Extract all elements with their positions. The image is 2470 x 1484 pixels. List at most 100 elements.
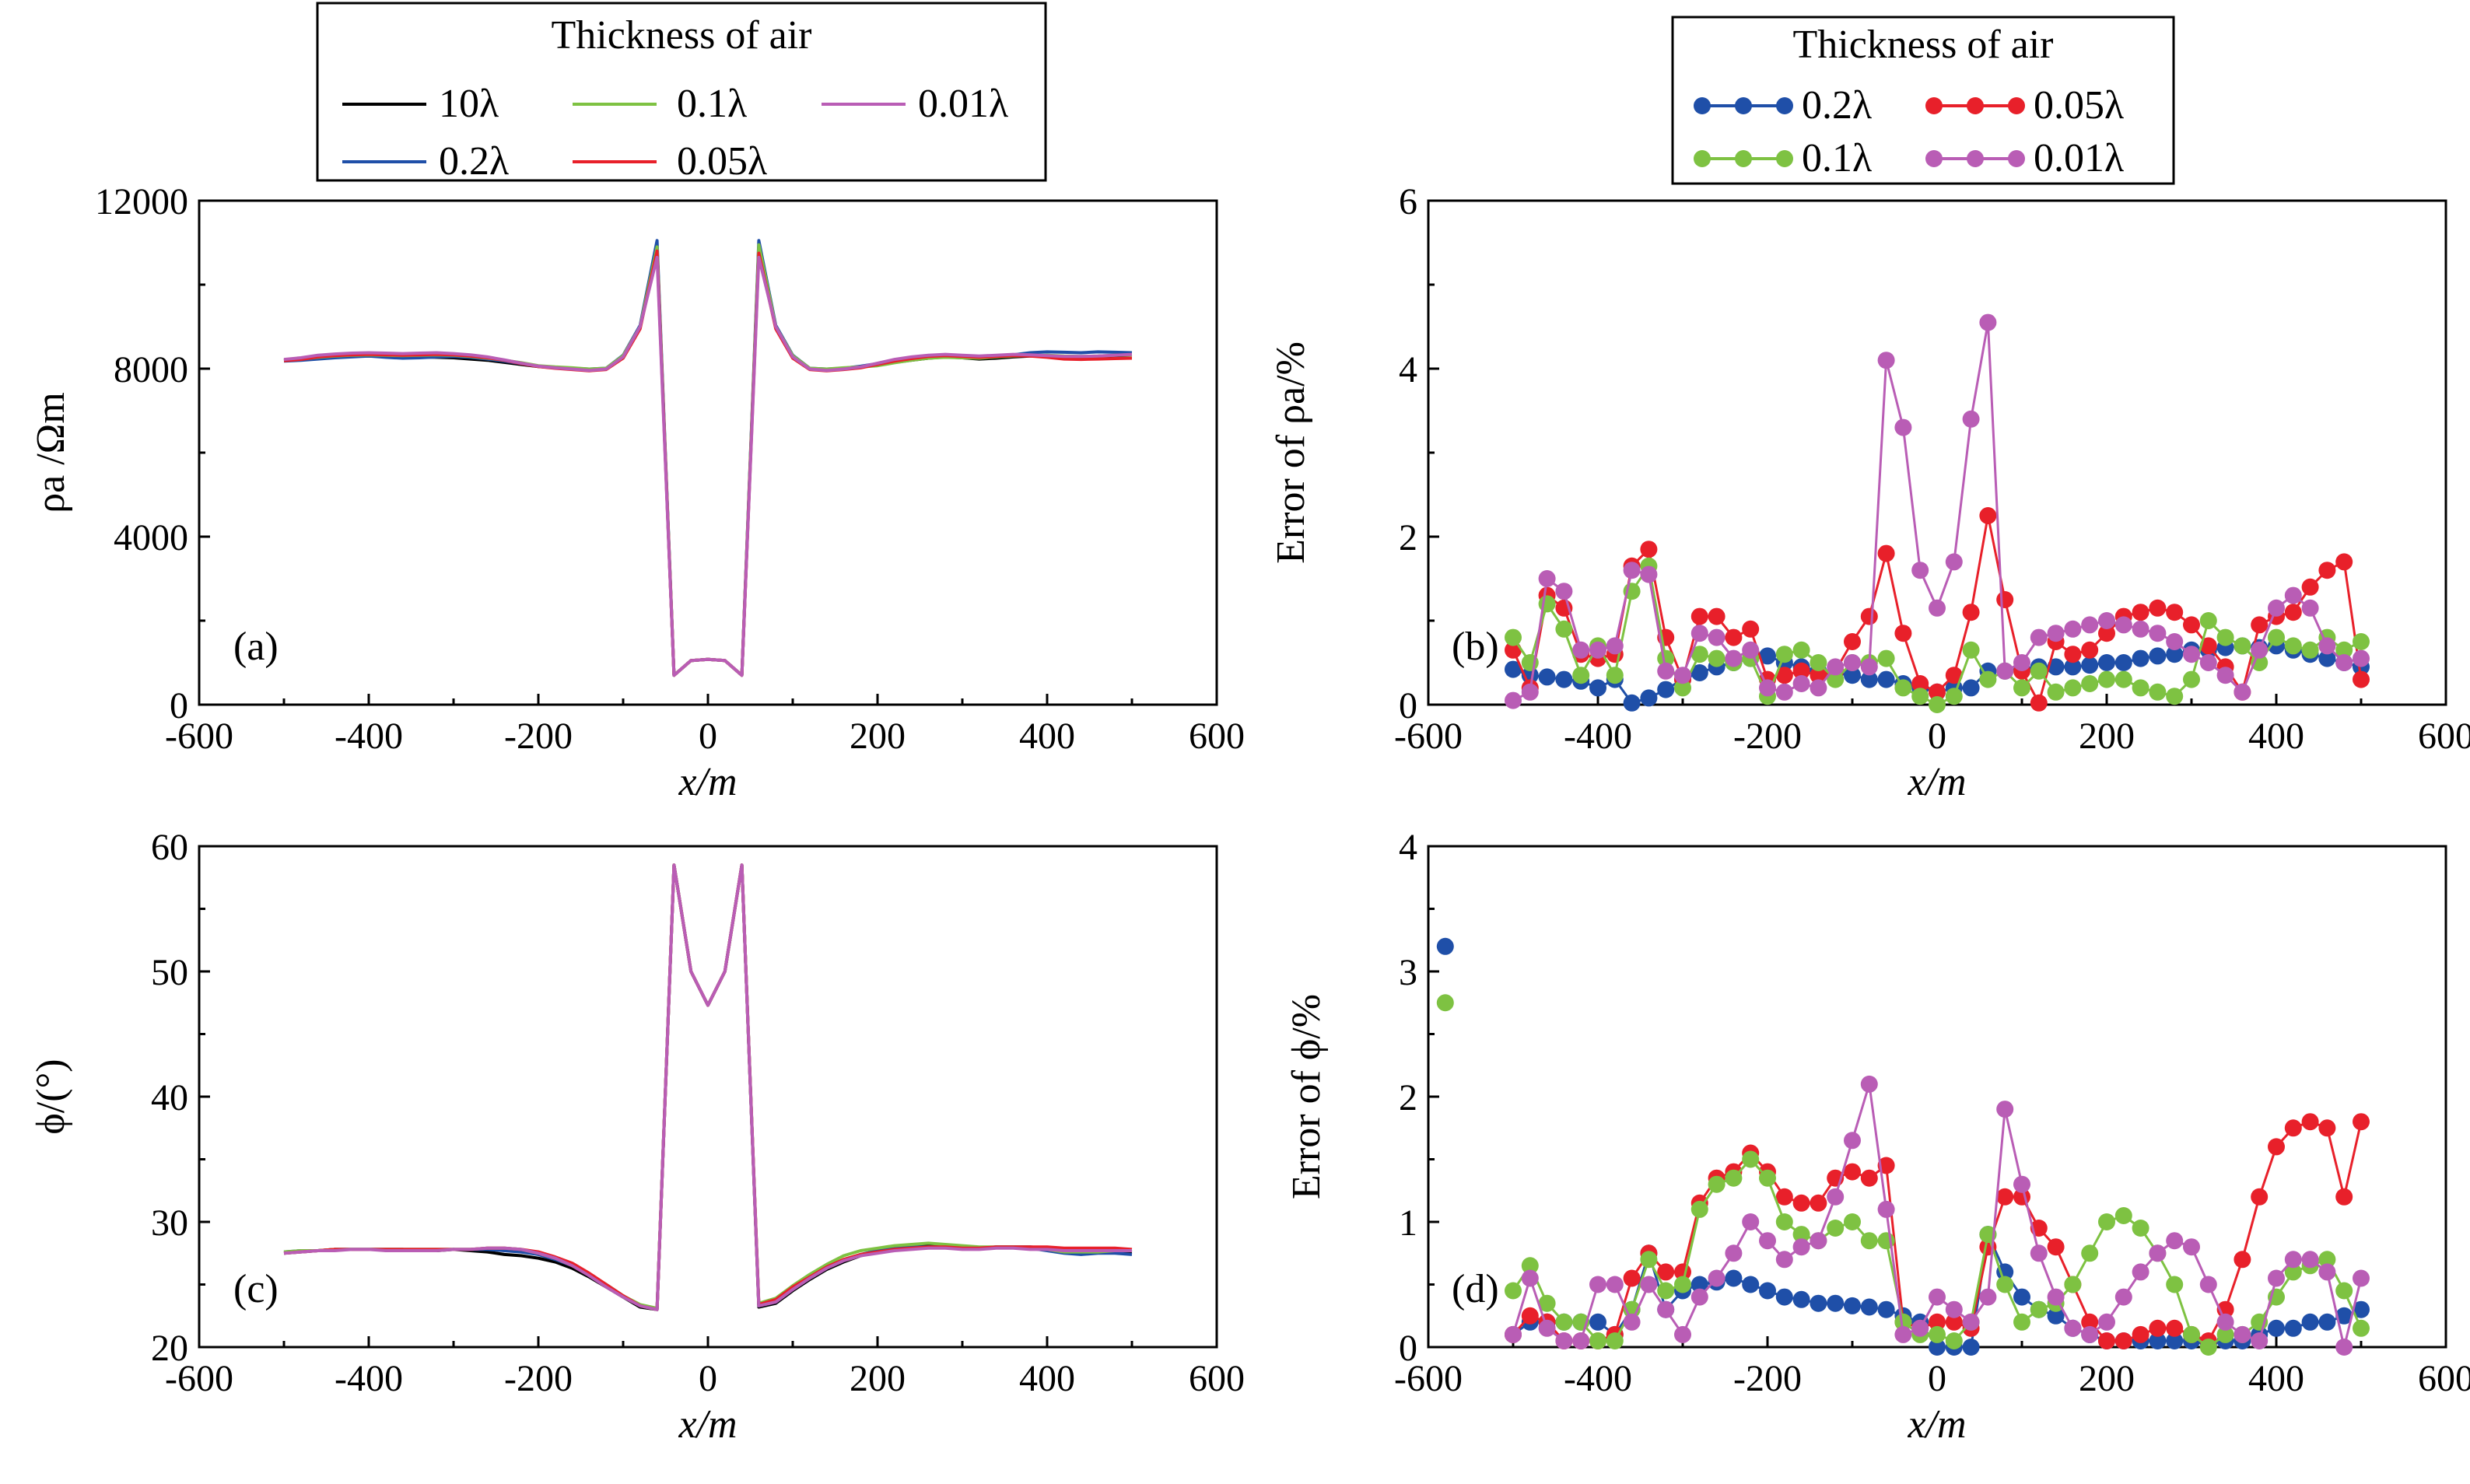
- data-point: [1640, 565, 1658, 583]
- data-point: [1775, 1213, 1793, 1230]
- series: [283, 255, 1133, 677]
- data-point: [2335, 654, 2353, 671]
- y-tick-label: 6: [1399, 181, 1417, 222]
- data-point: [2132, 679, 2149, 697]
- x-tick-label: 400: [2248, 716, 2304, 757]
- data-point: [2098, 625, 2115, 642]
- data-point: [1929, 1288, 1946, 1306]
- data-point: [2268, 628, 2285, 646]
- y-tick-label: 60: [151, 827, 188, 868]
- data-point: [2098, 670, 2115, 688]
- legend-right-entry-005: 0.05λ: [1925, 83, 2124, 128]
- data-point: [2268, 1269, 2285, 1287]
- data-point: [1996, 662, 2014, 680]
- series: [1505, 1075, 2370, 1356]
- data-point: [2098, 1332, 2115, 1349]
- data-point: [2030, 628, 2048, 646]
- data-point: [1708, 1269, 1725, 1287]
- y-tick-label: 0: [1399, 1328, 1417, 1369]
- data-point: [1894, 1325, 1912, 1343]
- x-tick-label: 400: [2248, 1358, 2304, 1399]
- data-point: [1657, 1282, 1675, 1300]
- x-tick-label: 200: [2079, 1358, 2135, 1399]
- data-point: [1860, 1298, 1878, 1316]
- data-point: [2216, 1313, 2234, 1331]
- series: [283, 863, 1133, 1311]
- data-point: [2013, 1313, 2030, 1331]
- legend-label: 0.2λ: [1802, 83, 1872, 128]
- legend-label: 0.01λ: [918, 82, 1008, 126]
- data-point: [2149, 1332, 2167, 1349]
- series: [283, 863, 1132, 1311]
- data-point: [1945, 1332, 1963, 1349]
- data-point: [2047, 658, 2065, 676]
- data-point: [1708, 1175, 1725, 1193]
- y-axis-label: ρa /Ωm: [29, 392, 73, 513]
- chart-panel-1: -600 -400 -200 0 200 400 600 0 2 4 6 x/m Error of ρa…: [1269, 181, 2470, 804]
- data-point: [2353, 670, 2370, 688]
- legend-left-title: Thickness of air: [551, 13, 811, 58]
- x-tick-label: 600: [2418, 716, 2470, 757]
- data-point: [2216, 1325, 2234, 1343]
- legend-label: 10λ: [439, 82, 499, 126]
- legend-marker: [1735, 97, 1752, 114]
- x-tick-label: 200: [850, 1358, 906, 1399]
- data-point: [1505, 1282, 1522, 1300]
- data-point: [2166, 646, 2184, 663]
- data-point: [1827, 1188, 1845, 1206]
- data-point: [1572, 1332, 1590, 1349]
- data-point: [2047, 1238, 2065, 1256]
- data-point: [2013, 1175, 2030, 1193]
- x-tick-label: -400: [1564, 1358, 1632, 1399]
- series-line: [1512, 1083, 2363, 1349]
- data-point: [1775, 646, 1793, 663]
- data-point: [2183, 1238, 2200, 1256]
- data-point: [1792, 662, 1810, 680]
- data-point: [1521, 1257, 1539, 1275]
- legend-marker: [1694, 97, 1711, 114]
- data-point: [1945, 1300, 1963, 1318]
- data-point: [1521, 1269, 1539, 1287]
- data-point: [1810, 1232, 1827, 1250]
- data-point: [1860, 670, 1878, 688]
- data-point: [2284, 1263, 2302, 1281]
- data-point: [1810, 1294, 1827, 1312]
- data-point: [1979, 507, 1997, 524]
- series: [1505, 313, 2370, 709]
- data-point: [1657, 1263, 1675, 1281]
- data-point: [2251, 1332, 2269, 1349]
- data-point: [1877, 670, 1895, 688]
- data-point: [1742, 641, 1760, 659]
- data-point: [2166, 604, 2184, 621]
- data-point: [1929, 1313, 1946, 1331]
- data-point: [1945, 688, 1963, 705]
- data-point: [2149, 625, 2167, 642]
- data-point: [2284, 1119, 2302, 1137]
- data-point: [1962, 410, 1980, 428]
- legend-marker: [2008, 150, 2025, 167]
- data-point: [2234, 683, 2251, 701]
- data-point: [1827, 658, 1845, 676]
- data-point: [1657, 662, 1675, 680]
- data-point: [2081, 1325, 2099, 1343]
- series: [283, 863, 1133, 1311]
- y-tick-label: 2: [1399, 517, 1417, 558]
- panel-label: (c): [233, 1267, 279, 1311]
- data-point: [1996, 1263, 2014, 1281]
- data-point: [1792, 1238, 1810, 1256]
- data-point: [1844, 667, 1861, 684]
- data-point: [1810, 667, 1827, 684]
- data-point: [2251, 616, 2269, 634]
- data-point: [1742, 1150, 1760, 1168]
- data-point: [2353, 649, 2370, 667]
- data-point: [2064, 1276, 2082, 1293]
- x-tick-label: 600: [1189, 1358, 1245, 1399]
- legend-label: 0.05λ: [677, 139, 767, 184]
- data-point: [1742, 1213, 1760, 1230]
- legend-marker: [1735, 150, 1752, 167]
- data-point: [2081, 641, 2099, 659]
- data-point: [2284, 1251, 2302, 1269]
- data-point: [1725, 628, 1743, 646]
- data-point: [2030, 1300, 2048, 1318]
- data-point: [2081, 675, 2099, 692]
